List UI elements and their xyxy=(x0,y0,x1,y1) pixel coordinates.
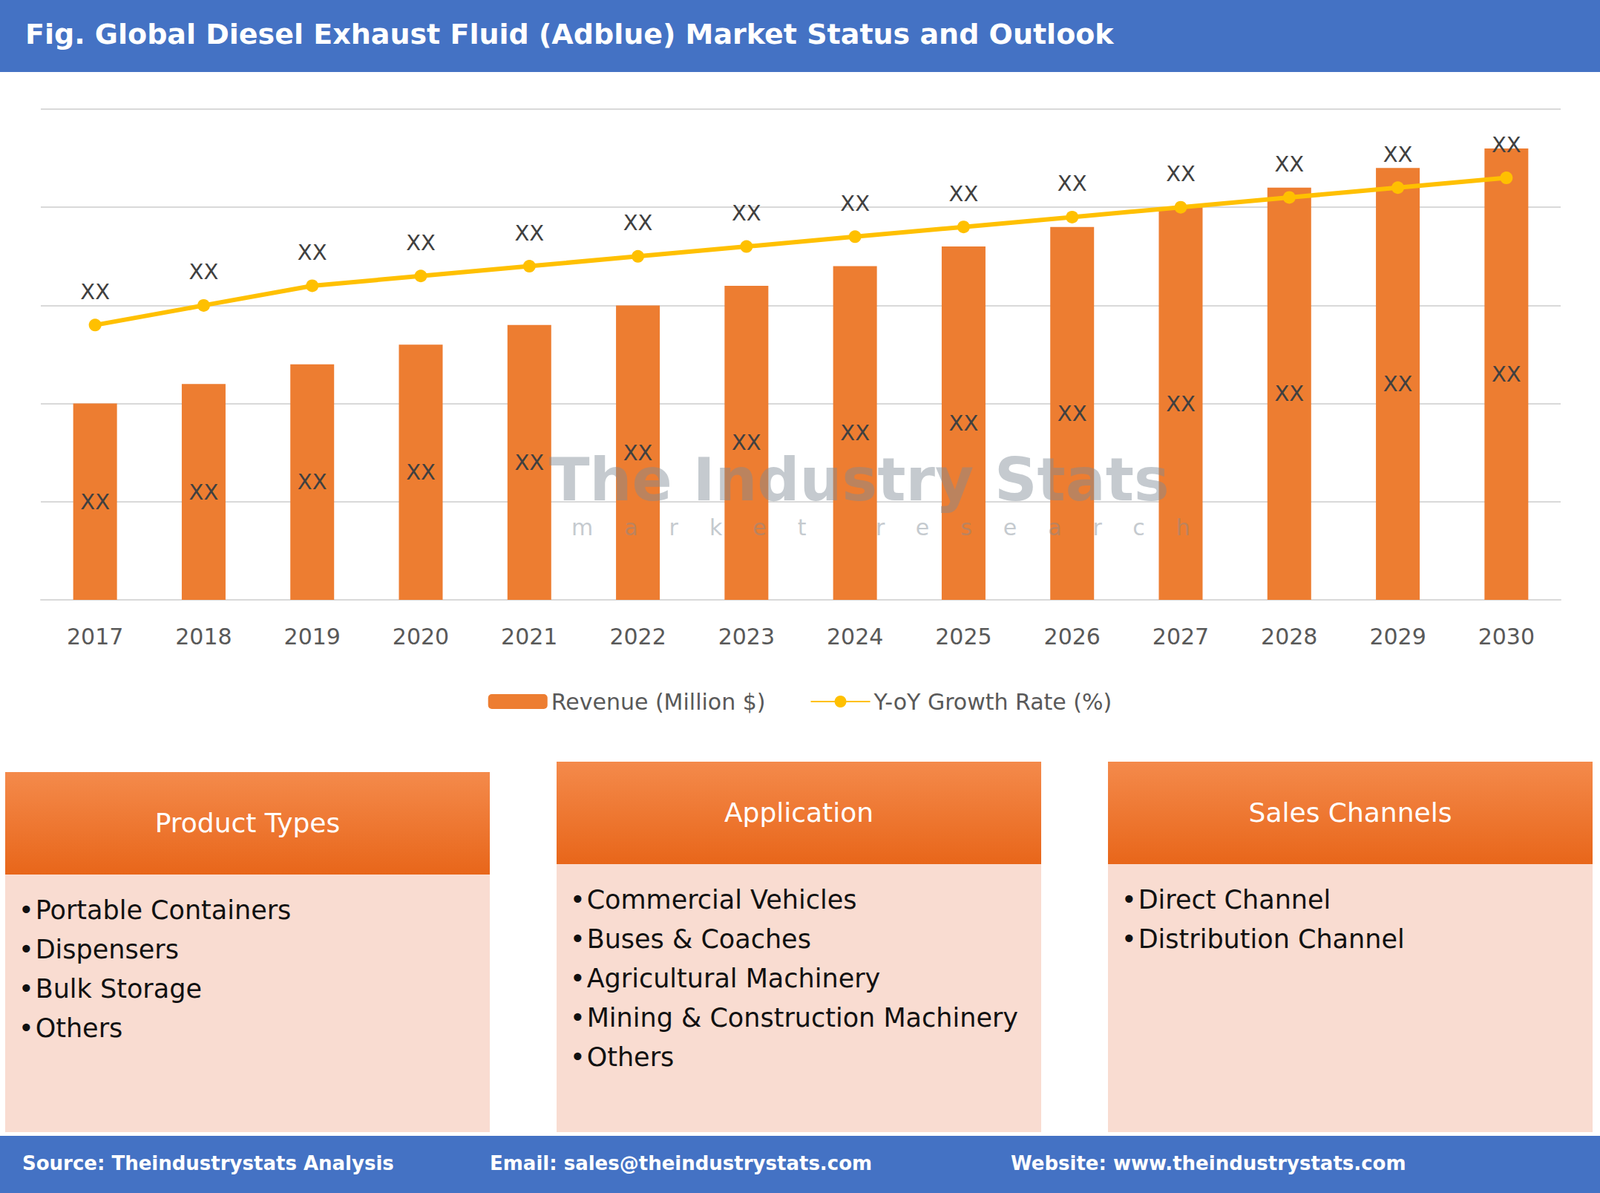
svg-text:2021: 2021 xyxy=(500,623,558,650)
svg-text:2022: 2022 xyxy=(609,623,666,650)
svg-text:2020: 2020 xyxy=(392,623,449,650)
svg-text:2017: 2017 xyxy=(66,623,124,650)
svg-text:XX: XX xyxy=(1491,132,1522,158)
svg-text:2025: 2025 xyxy=(935,623,992,650)
svg-text:Revenue (Million $): Revenue (Million $) xyxy=(551,688,766,715)
svg-text:XX: XX xyxy=(840,420,870,446)
svg-text:2023: 2023 xyxy=(718,623,775,650)
svg-text:XX: XX xyxy=(80,489,110,515)
svg-text:XX: XX xyxy=(1274,151,1304,177)
svg-text:XX: XX xyxy=(1165,391,1196,417)
svg-text:XX: XX xyxy=(731,429,762,455)
svg-text:XX: XX xyxy=(949,410,979,436)
svg-text:XX: XX xyxy=(623,440,654,466)
svg-text:XX: XX xyxy=(623,210,654,236)
svg-text:XX: XX xyxy=(1165,161,1196,187)
svg-text:2030: 2030 xyxy=(1478,623,1535,650)
svg-text:XX: XX xyxy=(405,459,436,485)
svg-text:2019: 2019 xyxy=(284,623,341,650)
svg-text:XX: XX xyxy=(514,449,544,475)
svg-text:XX: XX xyxy=(949,181,979,207)
svg-text:2018: 2018 xyxy=(175,623,232,650)
svg-text:Y-oY Growth Rate (%): Y-oY Growth Rate (%) xyxy=(873,688,1113,715)
svg-text:XX: XX xyxy=(1383,371,1413,397)
svg-text:XX: XX xyxy=(80,279,110,305)
svg-text:XX: XX xyxy=(297,469,328,495)
svg-text:XX: XX xyxy=(1057,170,1088,196)
svg-text:XX: XX xyxy=(1491,361,1522,387)
svg-text:2028: 2028 xyxy=(1260,623,1318,650)
svg-text:XX: XX xyxy=(405,230,436,256)
svg-text:XX: XX xyxy=(1057,400,1088,426)
svg-text:XX: XX xyxy=(1274,380,1304,406)
svg-text:2027: 2027 xyxy=(1152,623,1209,650)
svg-text:XX: XX xyxy=(731,200,762,226)
svg-text:XX: XX xyxy=(297,239,328,265)
svg-text:XX: XX xyxy=(189,258,219,285)
svg-text:XX: XX xyxy=(189,479,219,505)
svg-text:2024: 2024 xyxy=(826,623,884,650)
svg-text:2029: 2029 xyxy=(1369,623,1426,650)
svg-text:XX: XX xyxy=(1383,141,1413,167)
svg-text:XX: XX xyxy=(840,190,870,216)
svg-text:2026: 2026 xyxy=(1044,623,1101,650)
svg-text:XX: XX xyxy=(514,220,544,246)
